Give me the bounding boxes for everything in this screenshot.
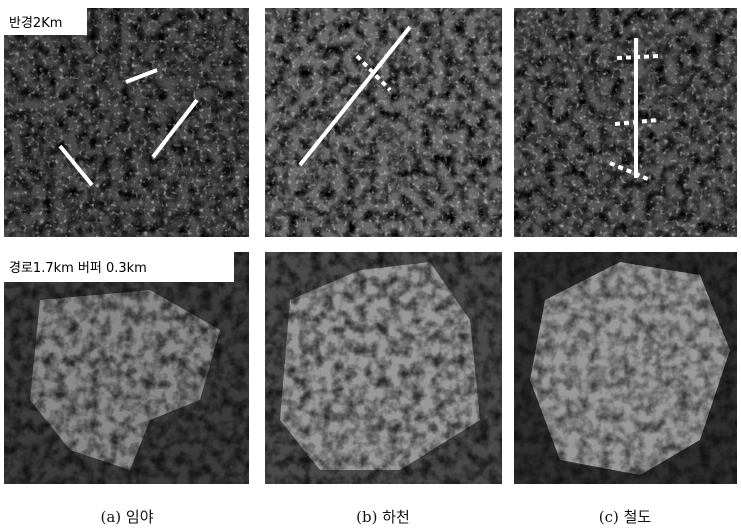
bottom-row: 경로1.7km 버퍼 0.3km <box>4 252 737 484</box>
caption: (b) 하천 <box>356 508 410 526</box>
figure: 반경2Km 경로1.7km 버퍼 0.3km (a) 임야 (b) 하천 (c)… <box>0 0 741 529</box>
row-label: 반경2Km <box>9 16 62 31</box>
figure-canvas: 반경2Km 경로1.7km 버퍼 0.3km (a) 임야 (b) 하천 (c)… <box>0 0 741 529</box>
map-texture <box>265 252 502 484</box>
row-label: 경로1.7km 버퍼 0.3km <box>9 261 147 276</box>
map-texture <box>265 8 502 237</box>
top-row: 반경2Km <box>4 8 737 237</box>
caption: (a) 임야 <box>100 508 153 526</box>
map-texture <box>514 252 737 484</box>
map-texture <box>4 252 249 484</box>
map-texture <box>4 8 249 237</box>
caption: (c) 철도 <box>599 508 652 526</box>
